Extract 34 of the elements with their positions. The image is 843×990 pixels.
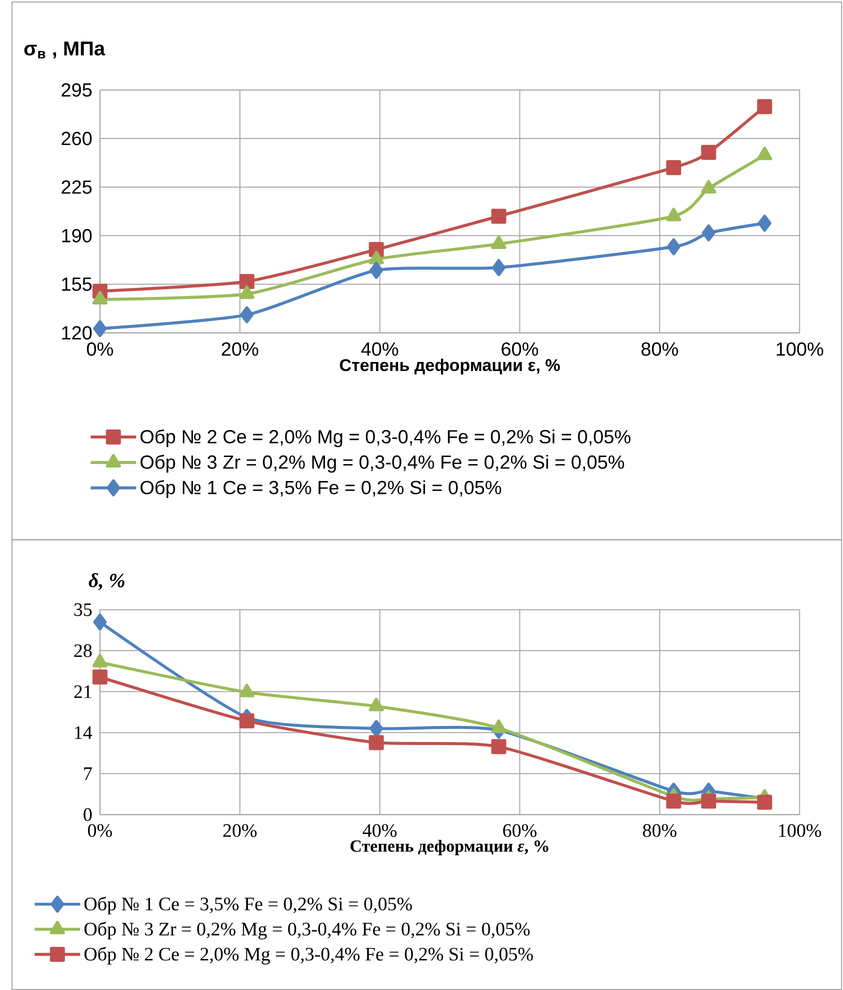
legend-label: Обр № 2 Ce = 2,0% Mg = 0,3-0,4% Fe = 0,2% Si = 0,05%	[140, 429, 631, 448]
y-tick-label: 0	[84, 808, 92, 821]
x-tick-label: 60%	[503, 824, 537, 837]
y-axis-title: σ$_{в}$ , МПа	[24, 42, 106, 58]
y-tick-label: 7	[84, 767, 92, 780]
y-tick-label: 120	[62, 326, 92, 340]
x-tick-label: 0%	[88, 824, 112, 837]
x-tick-label: 100%	[776, 342, 824, 356]
x-tick-label: 60%	[502, 342, 538, 356]
x-tick-label: 100%	[779, 824, 822, 837]
x-axis-title: Степень деформации ε, %	[340, 358, 560, 375]
y-tick-label: 28	[74, 644, 92, 658]
x-tick-label: 0%	[87, 342, 114, 356]
legend-label: Обр № 1 Ce = 3,5% Fe = 0,2% Si = 0,05%	[84, 896, 412, 914]
y-tick-label: 155	[62, 278, 92, 291]
legend-label: Обр № 3 Zr = 0,2% Mg = 0,3-0,4% Fe = 0,2% Si = 0,05%	[84, 922, 530, 940]
y-tick-label: 225	[62, 180, 92, 194]
legend-label: Обр № 1 Ce = 3,5% Fe = 0,2% Si = 0,05%	[140, 480, 502, 498]
y-tick-label: 14	[75, 726, 92, 739]
x-tick-label: 80%	[642, 342, 678, 356]
x-tick-label: 20%	[224, 824, 257, 837]
x-tick-label: 40%	[362, 824, 397, 837]
y-tick-label: 35	[74, 603, 92, 616]
legend-label: Обр № 3 Zr = 0,2% Mg = 0,3-0,4% Fe = 0,2% Si = 0,05%	[140, 454, 624, 473]
legend-label: Обр № 2 Ce = 2,0% Mg = 0,3-0,4% Fe = 0,2% Si = 0,05%	[84, 946, 534, 964]
x-tick-label: 20%	[222, 342, 258, 356]
x-axis-title: Степень деформации ε, %	[350, 840, 548, 856]
y-tick-label: 260	[62, 132, 92, 146]
y-tick-label: 295	[62, 83, 92, 97]
x-tick-label: 80%	[643, 824, 677, 837]
y-tick-label: 190	[62, 228, 92, 242]
y-tick-label: 21	[74, 685, 92, 698]
x-tick-label: 40%	[361, 342, 398, 356]
y-axis-title: δ, %	[89, 573, 125, 590]
